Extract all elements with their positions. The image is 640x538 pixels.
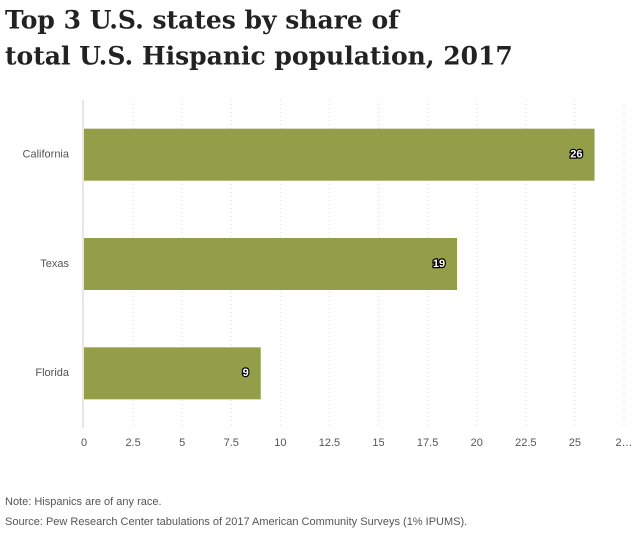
x-tick-label: 0 <box>81 437 87 449</box>
x-tick-label: 7.5 <box>224 437 239 449</box>
note: Note: Hispanics are of any race. <box>5 496 162 508</box>
y-tick-label: Florida <box>35 367 70 379</box>
y-tick-label: Texas <box>40 258 69 270</box>
bar <box>84 347 261 400</box>
value-label: 9 <box>243 367 249 379</box>
x-tick-label: 2.5 <box>125 437 140 449</box>
x-tick-label: 22.5 <box>515 437 536 449</box>
x-tick-label: 5 <box>179 437 185 449</box>
x-tick-label: 15 <box>372 437 384 449</box>
bar <box>84 238 458 290</box>
chart-title-line-1: Top 3 U.S. states by share of <box>5 6 401 35</box>
chart-title-line-2: total U.S. Hispanic population, 2017 <box>5 42 513 71</box>
value-label: 19 <box>433 258 445 270</box>
source: Source: Pew Research Center tabulations … <box>5 516 467 528</box>
x-tick-label: 20 <box>471 437 483 449</box>
x-tick-label: 2… <box>615 437 632 449</box>
bar <box>84 128 595 181</box>
value-label: 26 <box>570 149 582 161</box>
x-tick-label: 10 <box>274 437 286 449</box>
y-tick-label: California <box>23 149 70 161</box>
x-tick-label: 25 <box>569 437 581 449</box>
x-tick-label: 12.5 <box>319 437 340 449</box>
x-tick-label: 17.5 <box>417 437 438 449</box>
